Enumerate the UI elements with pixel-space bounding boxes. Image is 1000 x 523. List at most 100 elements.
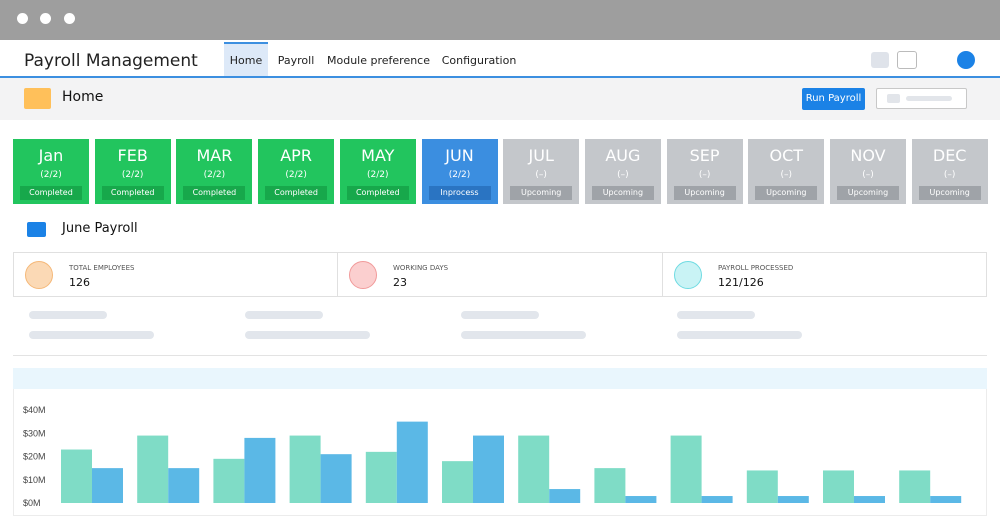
skeleton-line [461, 311, 539, 319]
y-tick-label: $20M [23, 452, 46, 462]
bar-series-2-7 [549, 489, 581, 503]
month-name: Jan [38, 146, 64, 165]
stat-value: 121/126 [718, 276, 764, 289]
skeleton-line [677, 331, 802, 339]
month-name: JUL [528, 146, 554, 165]
stat-value: 23 [393, 276, 407, 289]
stat-circle-icon [674, 261, 702, 289]
toolbar-square-button[interactable] [897, 51, 917, 69]
month-name: MAR [196, 146, 233, 165]
bar-series-2-9 [701, 496, 733, 503]
month-status-badge: Completed [346, 186, 409, 200]
bar-series-1-2 [137, 435, 169, 503]
bar-series-2-1 [92, 468, 123, 503]
bar-series-1-7 [518, 435, 550, 503]
bar-series-2-6 [473, 435, 504, 503]
month-tile-aug[interactable]: AUG (–) Upcoming [584, 139, 661, 204]
month-name: AUG [605, 146, 641, 165]
bar-series-1-9 [670, 435, 702, 503]
bar-series-2-12 [930, 496, 962, 503]
month-count: (2/2) [285, 170, 307, 180]
skeleton-line [245, 311, 323, 319]
stat-card-total-employees: TOTAL EMPLOYEES 126 [13, 252, 338, 297]
chart-header-bar [13, 368, 987, 389]
user-avatar[interactable] [957, 51, 975, 69]
bar-series-1-8 [594, 468, 626, 503]
stat-card-payroll-processed: PAYROLL PROCESSED 121/126 [662, 252, 987, 297]
bar-series-2-5 [396, 421, 428, 503]
month-tile-may[interactable]: MAY (2/2) Completed [339, 139, 416, 204]
top-navigation: Payroll Management Home Payroll Module p… [0, 40, 1000, 78]
month-status-badge: Upcoming [510, 186, 573, 200]
bar-series-1-6 [442, 461, 473, 503]
skeleton-line [245, 331, 370, 339]
month-tile-dec[interactable]: DEC (–) Upcoming [911, 139, 988, 204]
month-count: (–) [617, 170, 629, 180]
month-tile-nov[interactable]: NOV (–) Upcoming [830, 139, 906, 204]
month-tile-sep[interactable]: SEP (–) Upcoming [666, 139, 743, 204]
month-status-badge: Completed [265, 186, 328, 200]
month-count: (2/2) [367, 170, 389, 180]
run-payroll-button[interactable]: Run Payroll [802, 88, 865, 110]
tab-payroll[interactable]: Payroll [277, 54, 315, 67]
month-tile-apr[interactable]: APR (2/2) Completed [258, 139, 335, 204]
period-select[interactable] [876, 88, 967, 109]
bar-series-2-11 [854, 496, 885, 503]
skeleton-line [29, 331, 154, 339]
tab-home[interactable]: Home [224, 42, 268, 76]
window-minimize-dot[interactable] [40, 13, 51, 24]
tab-module-preference[interactable]: Module preference [327, 54, 431, 67]
month-name: JUN [445, 146, 474, 165]
month-count: (–) [780, 170, 793, 180]
month-count: (–) [698, 170, 711, 180]
month-tile-feb[interactable]: FEB (2/2) Completed [94, 139, 171, 204]
bar-series-2-10 [777, 496, 809, 503]
bar-series-1-12 [899, 470, 931, 503]
month-name: APR [280, 146, 312, 165]
bar-series-1-11 [823, 470, 854, 503]
stat-card-working-days: WORKING DAYS 23 [337, 252, 663, 297]
stat-value: 126 [69, 276, 90, 289]
stat-circle-icon [349, 261, 377, 289]
section-divider [13, 355, 987, 356]
calendar-icon [27, 222, 46, 237]
month-count: (2/2) [203, 170, 226, 180]
window-maximize-dot[interactable] [64, 13, 75, 24]
bar-series-1-3 [213, 458, 245, 503]
bar-series-2-2 [168, 468, 200, 503]
month-name: OCT [769, 146, 804, 165]
bar-series-1-1 [61, 449, 92, 503]
stat-label: TOTAL EMPLOYEES [69, 264, 135, 272]
stat-label: WORKING DAYS [393, 264, 449, 272]
tab-configuration[interactable]: Configuration [441, 54, 517, 67]
y-tick-label: $10M [23, 475, 46, 485]
month-status-badge: Inprocess [428, 186, 491, 200]
month-count: (–) [535, 170, 547, 180]
month-name: DEC [932, 146, 967, 165]
y-tick-label: $40M [23, 405, 46, 415]
month-status-badge: Upcoming [837, 186, 899, 200]
folder-icon [24, 88, 51, 109]
y-tick-label: $0M [23, 498, 41, 508]
bar-series-2-8 [625, 496, 657, 503]
month-status-badge: Upcoming [673, 186, 736, 200]
skeleton-line [461, 331, 586, 339]
month-name: MAY [361, 146, 395, 165]
month-status-badge: Upcoming [755, 186, 818, 200]
section-title: June Payroll [62, 221, 138, 236]
month-status-badge: Completed [183, 186, 246, 200]
month-count: (2/2) [121, 170, 144, 180]
page-header: Home Run Payroll [0, 78, 1000, 120]
stat-label: PAYROLL PROCESSED [718, 264, 794, 272]
month-name: FEB [117, 146, 148, 165]
skeleton-line [677, 311, 755, 319]
toolbar-control-button[interactable] [871, 52, 889, 68]
month-tile-mar[interactable]: MAR (2/2) Completed [176, 139, 253, 204]
month-count: (–) [862, 170, 874, 180]
month-tile-oct[interactable]: OCT (–) Upcoming [748, 139, 825, 204]
payroll-bar-chart: $0M $10M $20M $30M $40M [23, 405, 962, 508]
window-close-dot[interactable] [17, 13, 28, 24]
month-tile-jul[interactable]: JUL (–) Upcoming [503, 139, 580, 204]
month-tile-jan[interactable]: Jan (2/2) Completed [13, 139, 89, 204]
month-tile-jun[interactable]: JUN (2/2) Inprocess [421, 139, 498, 204]
